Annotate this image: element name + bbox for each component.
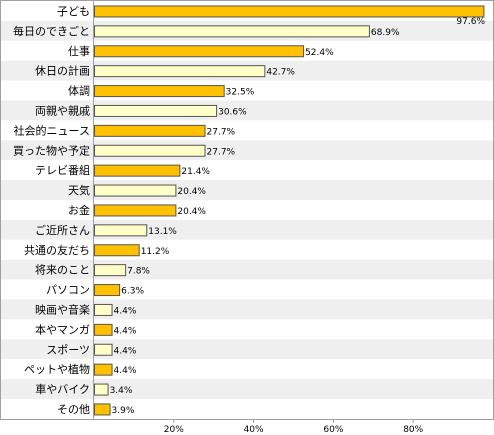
- bar: [94, 104, 218, 117]
- value-label: 4.4%: [114, 346, 137, 356]
- value-label: 4.4%: [114, 366, 137, 376]
- category-label: 天気: [68, 183, 90, 197]
- row-band: [1, 339, 493, 360]
- category-label: スポーツ: [46, 343, 90, 356]
- category-label: 体調: [68, 84, 90, 98]
- value-label: 7.8%: [127, 267, 150, 277]
- bar: [94, 244, 140, 257]
- bar: [94, 45, 305, 58]
- value-label: 3.9%: [112, 406, 135, 416]
- bar: [94, 85, 225, 98]
- value-label: 3.4%: [110, 386, 133, 396]
- row-band: [1, 299, 493, 320]
- bar: [94, 25, 370, 38]
- x-axis-ticks: 20% 40% 60% 80%: [164, 419, 424, 435]
- category-label: パソコン: [46, 284, 90, 297]
- x-tick-label: 60%: [323, 425, 343, 435]
- bar: [94, 323, 113, 336]
- bar: [94, 65, 266, 78]
- value-label: 6.3%: [121, 287, 144, 297]
- row-band: [1, 399, 493, 419]
- bar: [94, 363, 113, 376]
- row-band: [1, 359, 493, 380]
- value-label: 20.4%: [177, 187, 206, 197]
- value-label: 4.4%: [114, 326, 137, 336]
- row-band: [1, 319, 493, 340]
- bar: [94, 184, 177, 197]
- bar: [94, 403, 111, 416]
- value-label: 52.4%: [305, 48, 334, 58]
- category-label: ペットや植物: [24, 362, 90, 376]
- category-labels: 子ども毎日のできごと仕事休日の計画体調両親や親戚社会的ニュース買った物や予定テレ…: [13, 5, 90, 416]
- category-label: お金: [68, 203, 90, 217]
- value-label: 20.4%: [177, 207, 206, 217]
- row-band: [1, 279, 493, 300]
- category-label: 子ども: [57, 5, 90, 18]
- value-labels: 97.6% 68.9% 52.4% 42.7% 32.5% 30.6% 27.7% 27.7%…: [110, 17, 486, 416]
- category-label: その他: [57, 403, 90, 416]
- row-band: [1, 379, 493, 399]
- bar: [94, 383, 109, 396]
- bar: [94, 144, 206, 157]
- value-label: 42.7%: [266, 68, 295, 78]
- category-label: 休日の計画: [35, 64, 90, 78]
- bar: [94, 284, 121, 297]
- value-label: 97.6%: [456, 17, 485, 27]
- category-label: 両親や親戚: [35, 104, 90, 117]
- x-tick-label: 40%: [244, 425, 264, 435]
- value-label: 21.4%: [181, 167, 210, 177]
- category-label: 映画や音楽: [35, 302, 90, 316]
- bar: [94, 264, 127, 277]
- category-label: 本やマンガ: [35, 322, 90, 336]
- bar: [94, 5, 485, 18]
- bar: [94, 303, 113, 316]
- category-label: 共通の友だち: [24, 243, 90, 257]
- value-label: 68.9%: [371, 28, 400, 38]
- value-label: 32.5%: [226, 88, 255, 98]
- value-label: 4.4%: [114, 306, 137, 316]
- category-label: ご近所さん: [35, 223, 90, 237]
- value-label: 27.7%: [207, 127, 236, 137]
- value-label: 30.6%: [218, 107, 247, 117]
- bars: [94, 5, 485, 416]
- value-label: 13.1%: [148, 227, 177, 237]
- bar: [94, 224, 148, 237]
- bar: [94, 124, 206, 137]
- category-label: 毎日のできごと: [13, 24, 90, 38]
- x-tick-label: 80%: [403, 425, 423, 435]
- bar: [94, 204, 177, 217]
- value-label: 27.7%: [207, 147, 236, 157]
- category-label: 仕事: [68, 45, 90, 58]
- bar: [94, 164, 181, 177]
- category-label: テレビ番組: [35, 164, 90, 177]
- category-label: 将来のこと: [35, 264, 90, 277]
- value-label: 11.2%: [141, 247, 170, 257]
- category-label: 社会的ニュース: [14, 123, 90, 137]
- bar: [94, 343, 113, 356]
- x-tick-label: 20%: [164, 425, 184, 435]
- category-label: 車やバイク: [35, 382, 90, 396]
- category-label: 買った物や予定: [13, 143, 90, 157]
